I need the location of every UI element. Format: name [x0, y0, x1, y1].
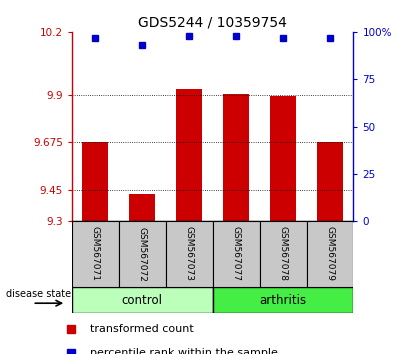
Bar — [223, 94, 249, 221]
Text: GSM567072: GSM567072 — [138, 227, 147, 281]
Bar — [270, 96, 296, 221]
Bar — [176, 89, 202, 221]
Text: control: control — [122, 293, 163, 307]
Bar — [83, 142, 108, 221]
Bar — [119, 221, 166, 287]
Bar — [307, 221, 353, 287]
Bar — [317, 142, 343, 221]
Bar — [129, 194, 155, 221]
Bar — [213, 287, 353, 313]
Bar — [72, 221, 119, 287]
Text: disease state: disease state — [6, 289, 71, 299]
Text: GSM567071: GSM567071 — [91, 227, 100, 281]
Bar — [72, 287, 213, 313]
Text: transformed count: transformed count — [90, 324, 194, 334]
Text: percentile rank within the sample: percentile rank within the sample — [90, 348, 278, 354]
Text: GSM567078: GSM567078 — [279, 227, 288, 281]
Text: GSM567073: GSM567073 — [185, 227, 194, 281]
Bar — [166, 221, 213, 287]
Text: arthritis: arthritis — [259, 293, 307, 307]
Text: GSM567079: GSM567079 — [326, 227, 335, 281]
Title: GDS5244 / 10359754: GDS5244 / 10359754 — [138, 15, 287, 29]
Bar — [213, 221, 260, 287]
Bar — [260, 221, 307, 287]
Text: GSM567077: GSM567077 — [232, 227, 241, 281]
